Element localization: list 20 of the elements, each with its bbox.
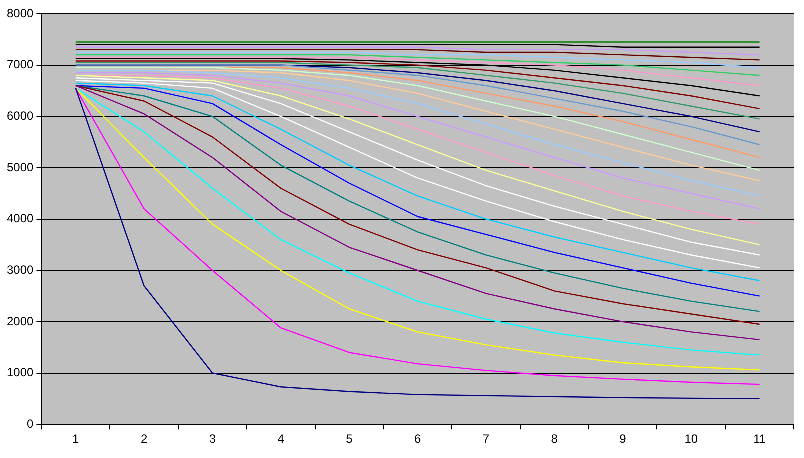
y-tick-label: 1000 xyxy=(6,366,34,380)
x-tick-label: 7 xyxy=(482,432,490,446)
x-tick-label: 4 xyxy=(278,432,285,446)
y-tick-label: 5000 xyxy=(6,160,34,174)
y-tick-label: 3000 xyxy=(6,262,34,277)
x-tick-label: 11 xyxy=(754,432,766,446)
y-tick-label: 2000 xyxy=(6,314,34,328)
x-tick-label: 3 xyxy=(209,432,216,446)
x-tick-label: 5 xyxy=(346,432,354,446)
x-tick-label: 2 xyxy=(140,432,148,446)
x-tick-label: 10 xyxy=(684,432,698,446)
x-tick-label: 1 xyxy=(72,432,80,446)
y-tick-label: 4000 xyxy=(6,212,34,226)
y-tick-label: 6000 xyxy=(6,108,34,123)
x-tick-label: 6 xyxy=(414,432,422,446)
x-tick-label: 9 xyxy=(620,432,627,446)
y-tick-label: 7000 xyxy=(6,58,34,72)
x-tick-label: 8 xyxy=(551,432,558,446)
y-tick-label: 0 xyxy=(27,416,34,431)
y-tick-label: 8000 xyxy=(6,6,34,20)
